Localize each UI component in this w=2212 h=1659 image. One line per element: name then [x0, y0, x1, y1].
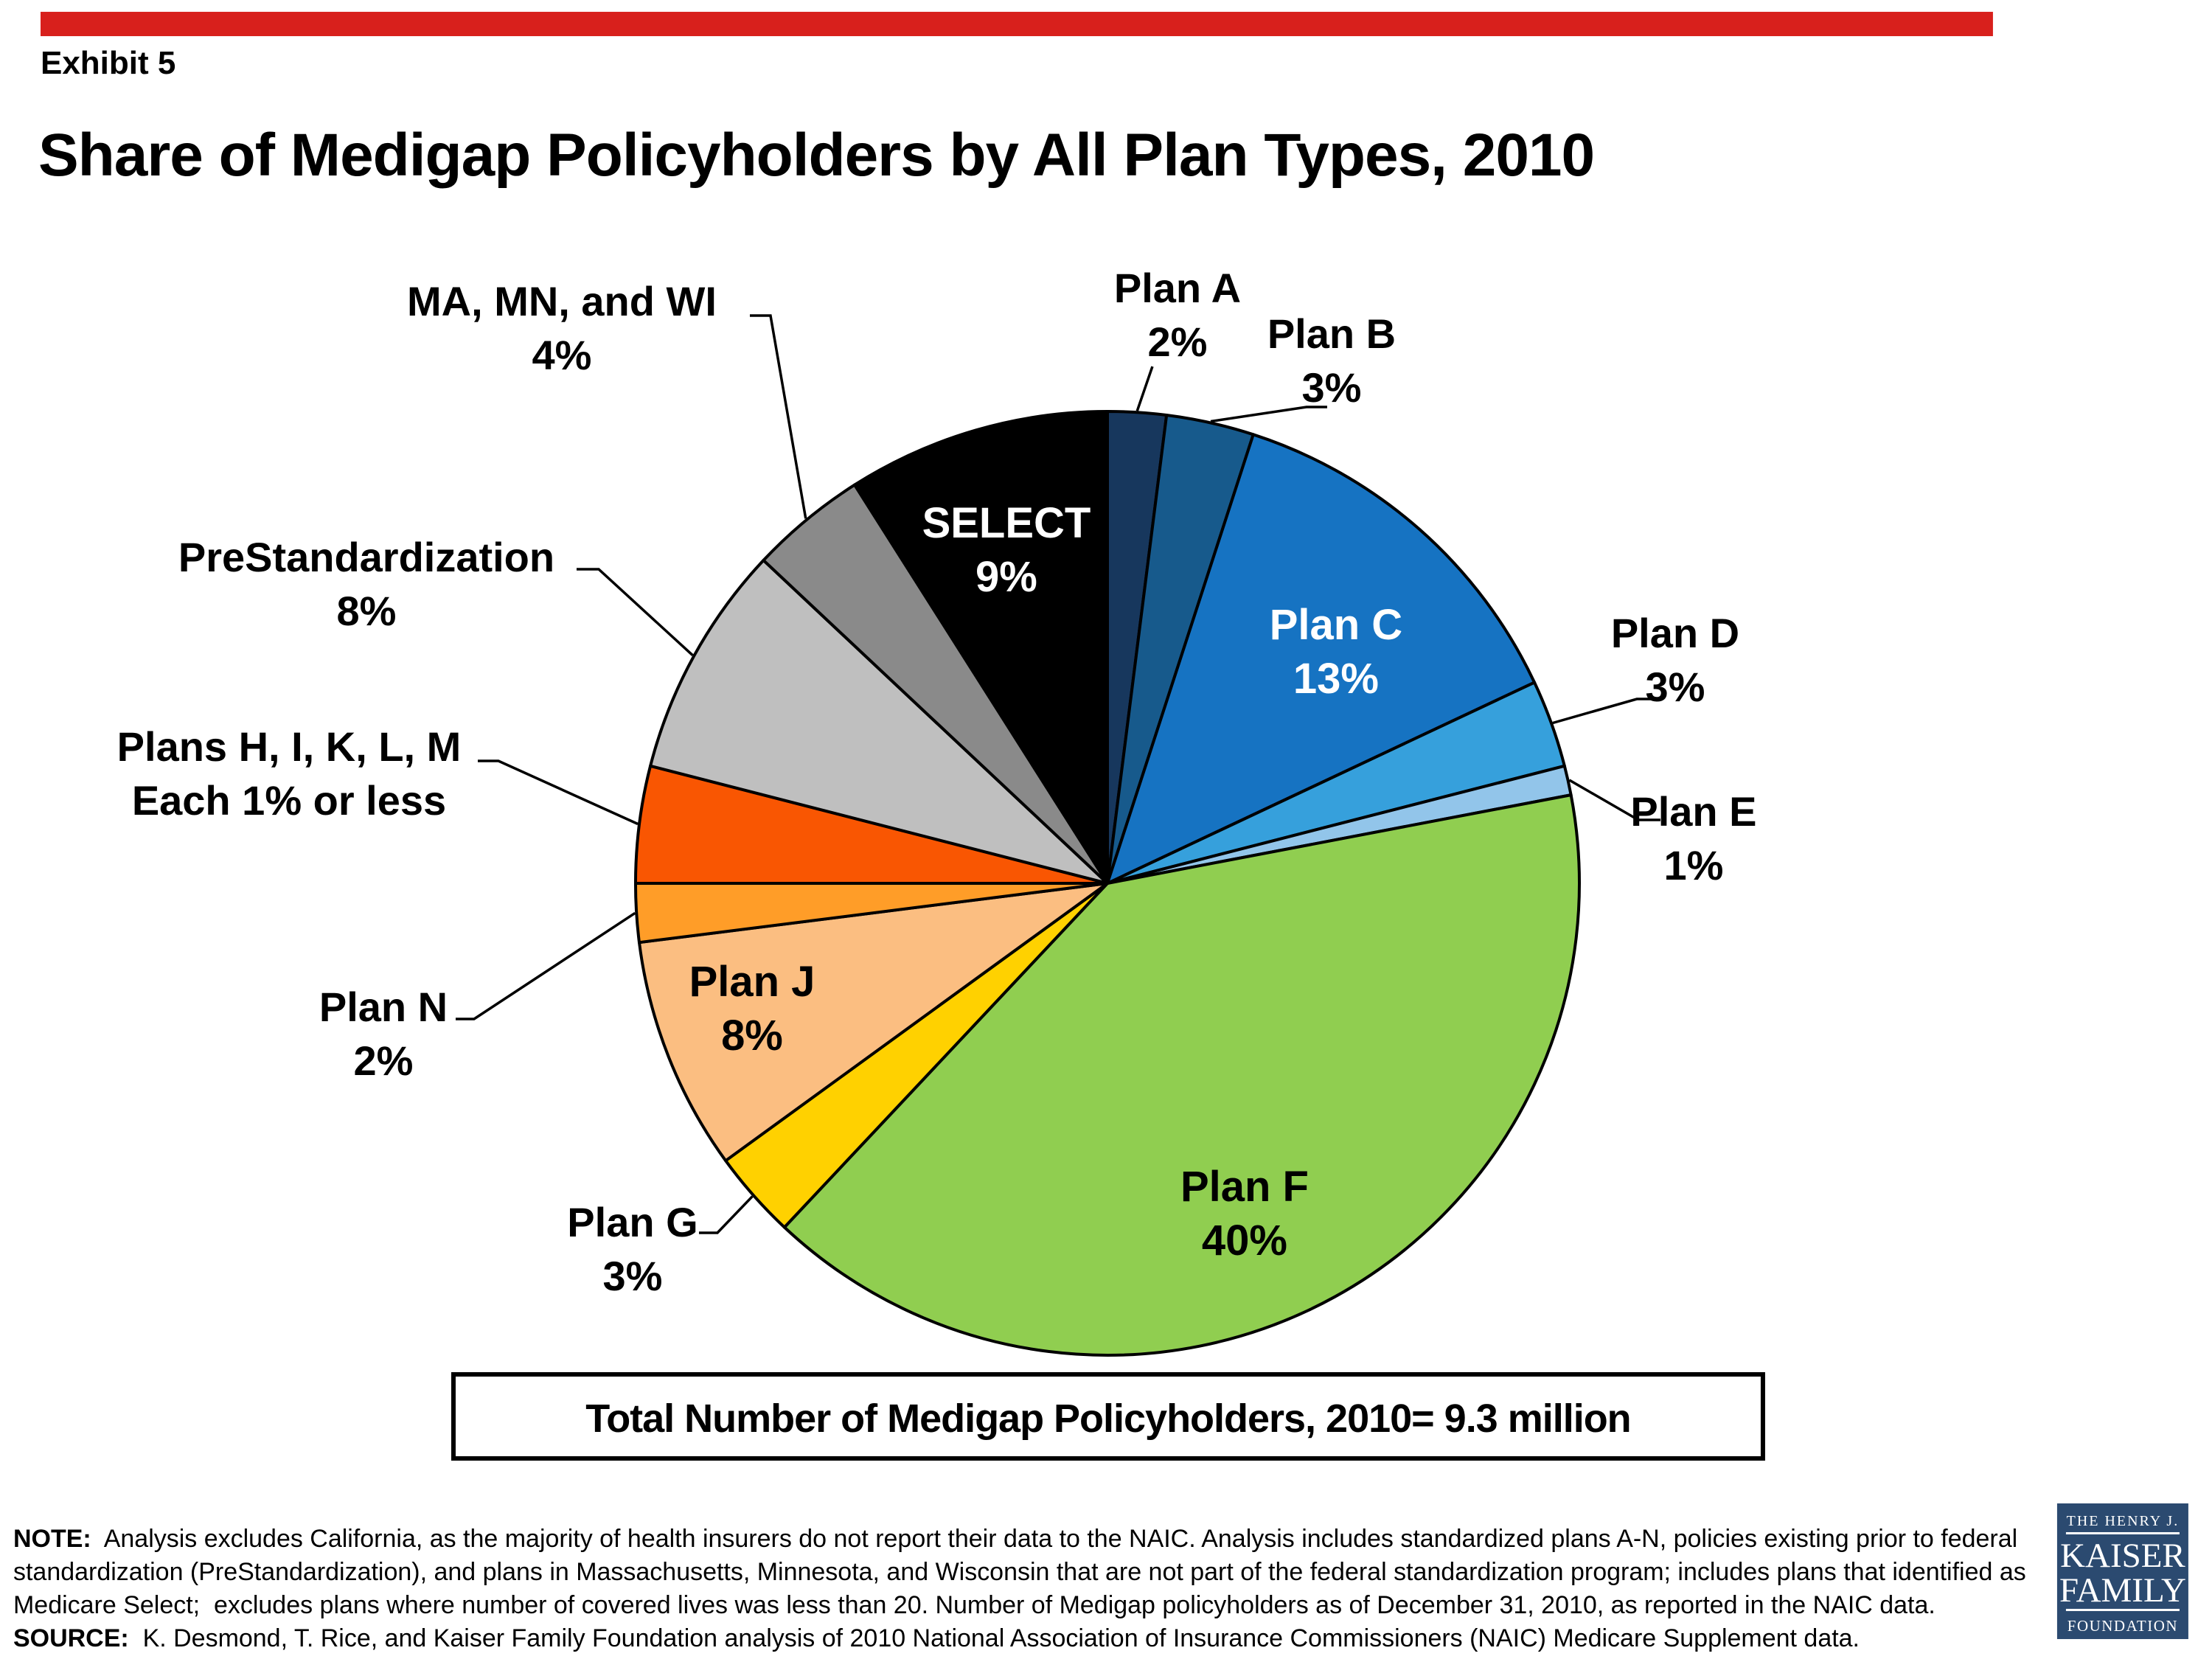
pie-slice-select — [853, 410, 1109, 885]
total-box-border — [451, 1371, 1765, 1461]
logo-line-henry: THE HENRY J. — [2067, 1513, 2180, 1529]
leader-line-prestandardization — [577, 568, 694, 656]
logo-line-foundation: FOUNDATION — [2067, 1617, 2178, 1635]
logo-line-kaiser: KAISER — [2060, 1537, 2185, 1575]
total-box-text: Total Number of Medigap Policyholders, 2… — [585, 1397, 1630, 1441]
slice-label-plan-e: Plan E 1% — [1630, 788, 1756, 888]
leader-line-plan-a — [1135, 366, 1154, 411]
pie-slice-plan-f — [782, 793, 1581, 1357]
leader-line-plans-h-i-k-l-m — [478, 759, 639, 826]
slice-label-plans-h-i-k-l-m: Plans H, I, K, L, M Each 1% or less — [117, 723, 462, 824]
pie-slice-plan-j — [638, 881, 1109, 1163]
leader-line-ma-mn-and-wi — [750, 314, 807, 519]
slice-label-plan-a: Plan A 2% — [1114, 265, 1241, 365]
note-line-2: standardization (PreStandardization), an… — [13, 1558, 2026, 1586]
slice-label-prestandardization: PreStandardization 8% — [178, 534, 554, 634]
slice-label-plan-j: Plan J 8% — [689, 959, 815, 1060]
note-line-1: NOTE: Analysis excludes California, as t… — [13, 1525, 2017, 1553]
logo-line-family: FAMILY — [2059, 1571, 2186, 1610]
logo-rule-bottom — [2065, 1608, 2180, 1611]
top-accent-bar — [41, 12, 1993, 37]
leader-line-plan-g — [699, 1195, 754, 1234]
slice-label-select: SELECT 9% — [922, 500, 1091, 601]
leader-line-plan-e — [1568, 779, 1660, 821]
leader-line-plan-d — [1552, 698, 1659, 725]
pie-slice-plan-c — [1105, 433, 1537, 885]
slice-label-plan-n: Plan N 2% — [319, 983, 448, 1083]
slice-label-plan-c: Plan C 13% — [1270, 602, 1402, 703]
slice-label-plan-d: Plan D 3% — [1611, 610, 1739, 710]
logo-rule-top — [2065, 1531, 2180, 1534]
slice-label-plan-b: Plan B 3% — [1267, 310, 1396, 411]
total-box: Total Number of Medigap Policyholders, 2… — [451, 1371, 1765, 1461]
note-line-3: Medicare Select; excludes plans where nu… — [13, 1591, 1935, 1619]
slice-label-plan-g: Plan G 3% — [567, 1198, 698, 1298]
leader-line-plan-n — [456, 911, 636, 1020]
exhibit-label: Exhibit 5 — [41, 45, 175, 81]
kff-logo-bg — [2056, 1503, 2188, 1639]
slice-label-ma-mn-and-wi: MA, MN, and WI 4% — [407, 278, 717, 378]
page-title: Share of Medigap Policyholders by All Pl… — [38, 122, 1594, 189]
slice-label-plan-f: Plan F 40% — [1180, 1164, 1309, 1265]
note-line-4: SOURCE: K. Desmond, T. Rice, and Kaiser … — [13, 1624, 1860, 1652]
kff-logo: THE HENRY J. KAISER FAMILY FOUNDATION — [2056, 1503, 2188, 1639]
footnote: NOTE: Analysis excludes California, as t… — [13, 1525, 2026, 1652]
pie-slice-prestandardization — [649, 558, 1109, 885]
leader-line-plan-b — [1210, 406, 1327, 423]
